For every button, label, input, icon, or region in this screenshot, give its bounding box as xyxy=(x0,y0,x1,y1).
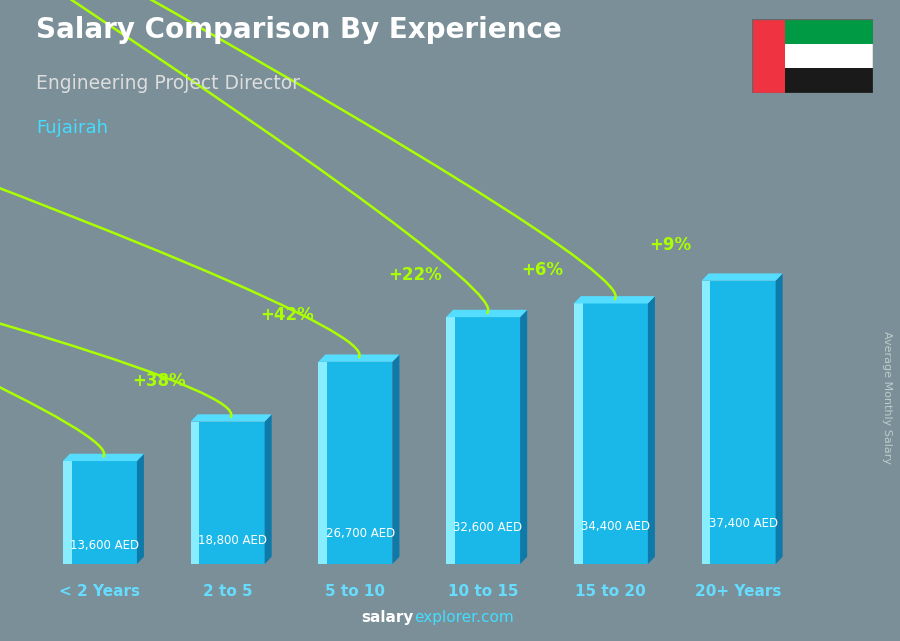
Polygon shape xyxy=(446,317,454,564)
Polygon shape xyxy=(520,310,527,564)
Polygon shape xyxy=(72,461,137,564)
Text: +9%: +9% xyxy=(650,236,691,254)
Bar xyxy=(785,44,873,69)
Bar xyxy=(785,69,873,93)
Polygon shape xyxy=(328,362,392,564)
Polygon shape xyxy=(446,310,527,317)
Polygon shape xyxy=(582,303,648,564)
Polygon shape xyxy=(265,414,272,564)
Polygon shape xyxy=(200,422,265,564)
Polygon shape xyxy=(454,317,520,564)
Polygon shape xyxy=(574,303,582,564)
Text: +42%: +42% xyxy=(260,306,314,324)
Text: 10 to 15: 10 to 15 xyxy=(448,584,518,599)
Text: 26,700 AED: 26,700 AED xyxy=(326,527,395,540)
Text: salary: salary xyxy=(362,610,414,625)
Text: 20+ Years: 20+ Years xyxy=(696,584,782,599)
Text: < 2 Years: < 2 Years xyxy=(59,584,140,599)
Bar xyxy=(752,19,785,93)
Text: 2 to 5: 2 to 5 xyxy=(202,584,252,599)
Polygon shape xyxy=(574,296,655,303)
Text: 37,400 AED: 37,400 AED xyxy=(709,517,778,530)
Text: +6%: +6% xyxy=(522,262,563,279)
Polygon shape xyxy=(319,354,400,362)
Polygon shape xyxy=(648,296,655,564)
Text: 32,600 AED: 32,600 AED xyxy=(454,521,523,535)
Text: Engineering Project Director: Engineering Project Director xyxy=(36,74,300,93)
Polygon shape xyxy=(319,362,328,564)
Polygon shape xyxy=(63,461,72,564)
Text: 34,400 AED: 34,400 AED xyxy=(581,520,651,533)
Text: Salary Comparison By Experience: Salary Comparison By Experience xyxy=(36,16,562,44)
Polygon shape xyxy=(392,354,400,564)
Text: 18,800 AED: 18,800 AED xyxy=(198,534,267,547)
Text: 13,600 AED: 13,600 AED xyxy=(70,538,140,552)
Polygon shape xyxy=(701,274,783,281)
Text: 5 to 10: 5 to 10 xyxy=(326,584,385,599)
Text: explorer.com: explorer.com xyxy=(414,610,514,625)
Text: +38%: +38% xyxy=(132,372,186,390)
Text: Average Monthly Salary: Average Monthly Salary xyxy=(881,331,892,464)
Polygon shape xyxy=(710,281,776,564)
Polygon shape xyxy=(191,422,200,564)
Polygon shape xyxy=(191,414,272,422)
Text: 15 to 20: 15 to 20 xyxy=(575,584,646,599)
Polygon shape xyxy=(776,274,783,564)
Polygon shape xyxy=(63,454,144,461)
Bar xyxy=(785,19,873,44)
Text: Fujairah: Fujairah xyxy=(36,119,108,137)
Polygon shape xyxy=(137,454,144,564)
Text: +22%: +22% xyxy=(388,266,442,284)
Polygon shape xyxy=(701,281,710,564)
